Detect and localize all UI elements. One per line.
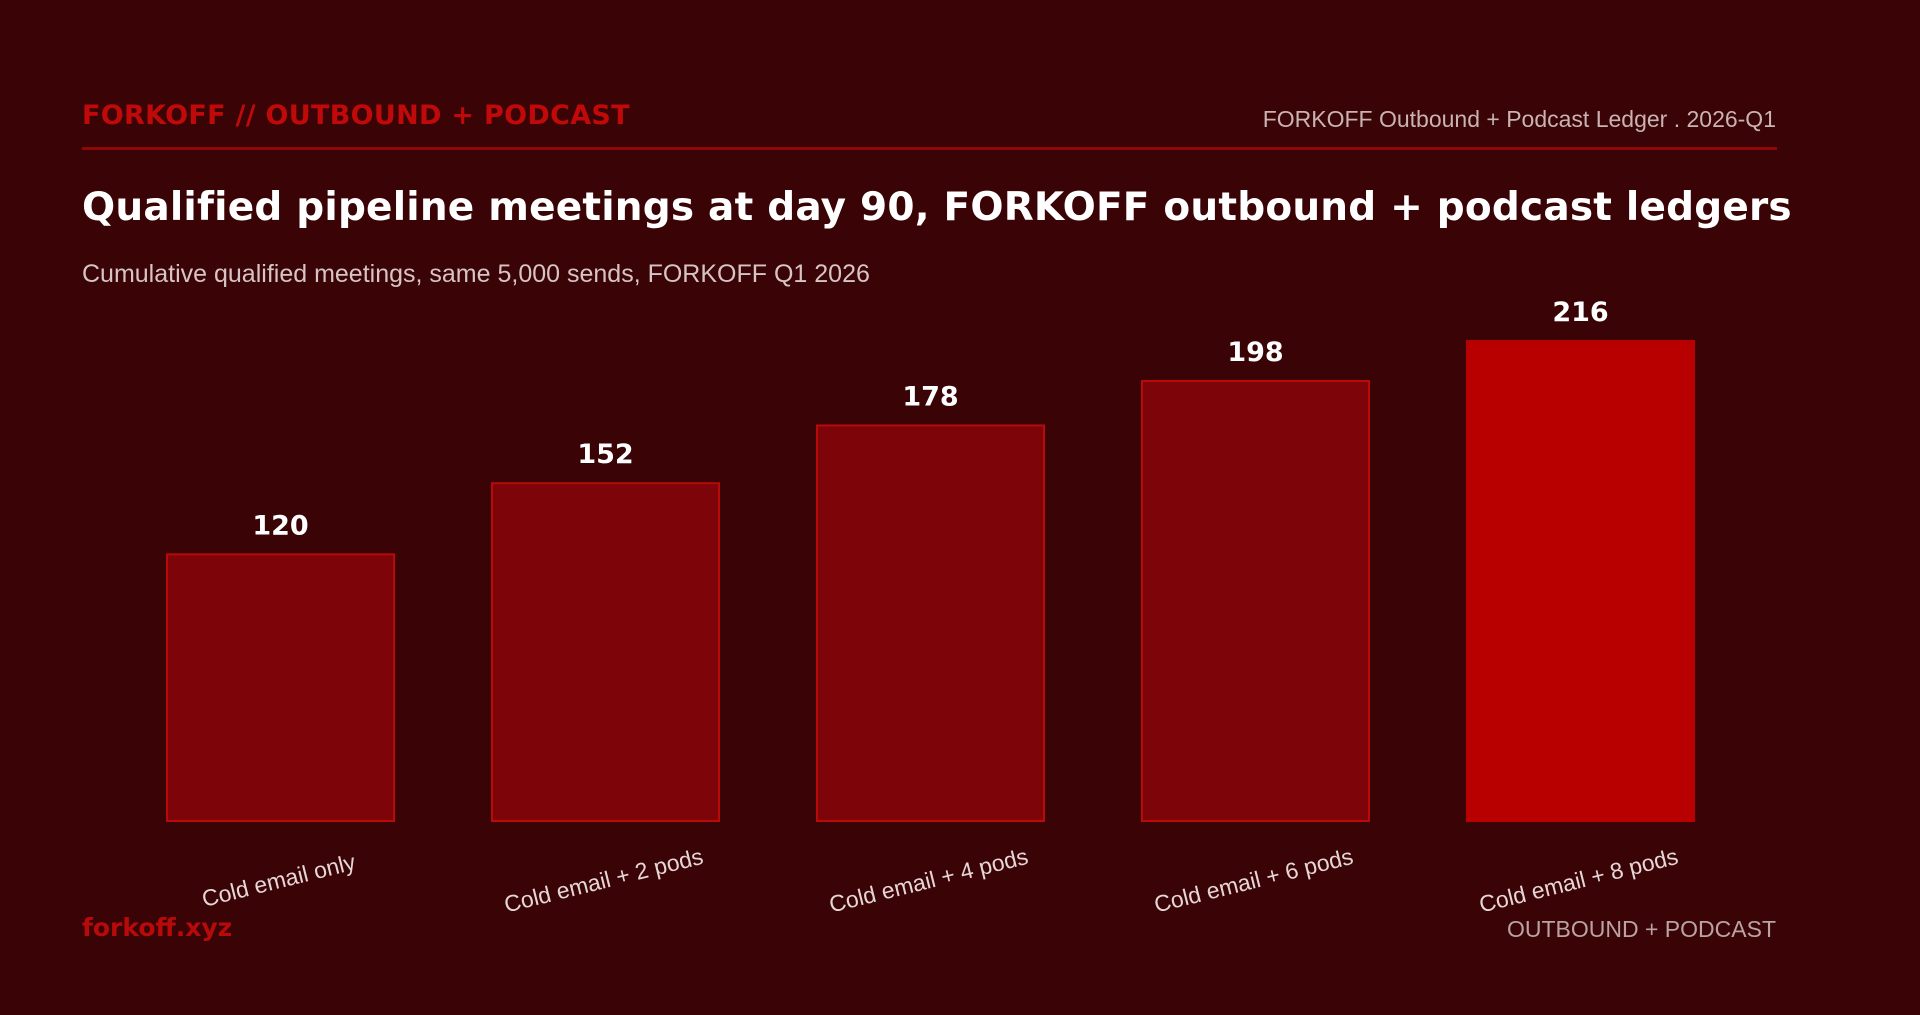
category-label-5: Cold email + 8 pods	[1476, 843, 1680, 918]
bar-1	[166, 553, 395, 822]
bar-value-label-5: 216	[1552, 297, 1608, 328]
chart-subtitle: Cumulative qualified meetings, same 5,00…	[82, 260, 870, 288]
footer-tag: OUTBOUND + PODCAST	[1506, 916, 1776, 942]
category-label-1: Cold email only	[199, 848, 358, 911]
bar-value-label-4: 198	[1227, 337, 1283, 368]
category-label-2: Cold email + 2 pods	[501, 843, 705, 918]
bar-4	[1141, 380, 1370, 822]
category-label-4: Cold email + 6 pods	[1151, 843, 1355, 918]
category-label-3: Cold email + 4 pods	[826, 843, 1030, 918]
bar-value-label-3: 178	[902, 381, 958, 412]
bar-value-label-2: 152	[577, 439, 633, 470]
bar-2	[491, 482, 720, 822]
chart-title: Qualified pipeline meetings at day 90, F…	[82, 185, 1792, 230]
bar-value-label-1: 120	[252, 510, 308, 541]
site-link[interactable]: forkoff.xyz	[82, 913, 233, 942]
bar-3	[816, 424, 1045, 822]
brand-label: FORKOFF // OUTBOUND + PODCAST	[82, 100, 630, 131]
ledger-label: FORKOFF Outbound + Podcast Ledger . 2026…	[1262, 106, 1776, 132]
header-divider	[82, 147, 1777, 150]
bar-5	[1466, 340, 1695, 822]
